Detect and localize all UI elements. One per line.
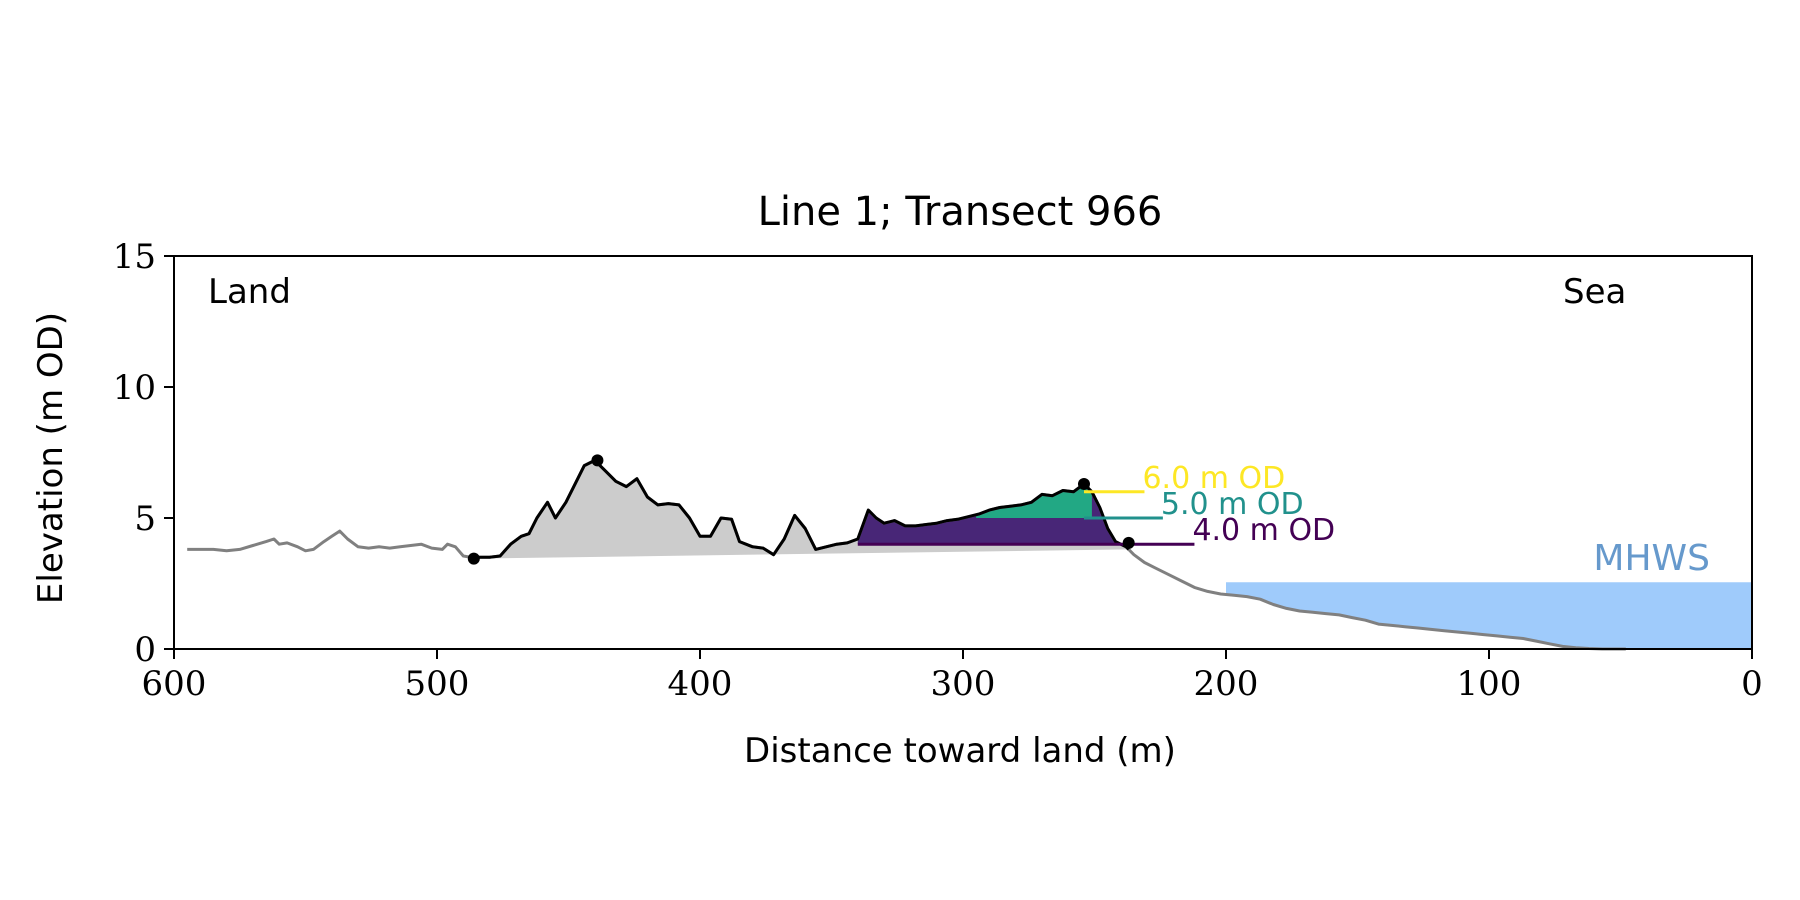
x-tick-label-400: 400 [668,664,733,704]
x-tick-label-200: 200 [1194,664,1259,704]
axis-ticks: 600 500 400 300 200 100 0 0 5 10 15 [113,237,1763,704]
crest-seaward-marker [1077,477,1090,490]
od-label-6m: 6.0 m OD [1142,461,1285,496]
y-tick-label-5: 5 [134,499,156,539]
y-tick-label-10: 10 [113,368,156,408]
x-tick-label-100: 100 [1457,664,1522,704]
x-tick-label-500: 500 [405,664,470,704]
land-label: Land [208,272,291,312]
x-axis-label: Distance toward land (m) [744,731,1176,771]
dune-toe-marker [467,552,480,565]
sea-label: Sea [1563,272,1626,312]
dune-profile-line [473,458,1130,559]
y-tick-label-15: 15 [113,237,156,277]
x-tick-label-600: 600 [142,664,207,704]
crest-max-marker [591,454,604,467]
y-tick-label-0: 0 [134,630,156,670]
y-axis-label: Elevation (m OD) [31,312,71,604]
chart-title: Line 1; Transect 966 [758,189,1163,235]
dune-heel-marker [1122,536,1135,549]
mhws-water-fill [1226,582,1752,649]
od-label-5m: 5.0 m OD [1161,487,1304,522]
mhws-label: MHWS [1593,538,1710,579]
x-tick-label-0: 0 [1741,664,1763,704]
plot-area: 6.0 m OD5.0 m OD4.0 m OD MHWS [187,454,1752,651]
od-label-4m: 4.0 m OD [1192,513,1335,548]
x-tick-label-300: 300 [931,664,996,704]
